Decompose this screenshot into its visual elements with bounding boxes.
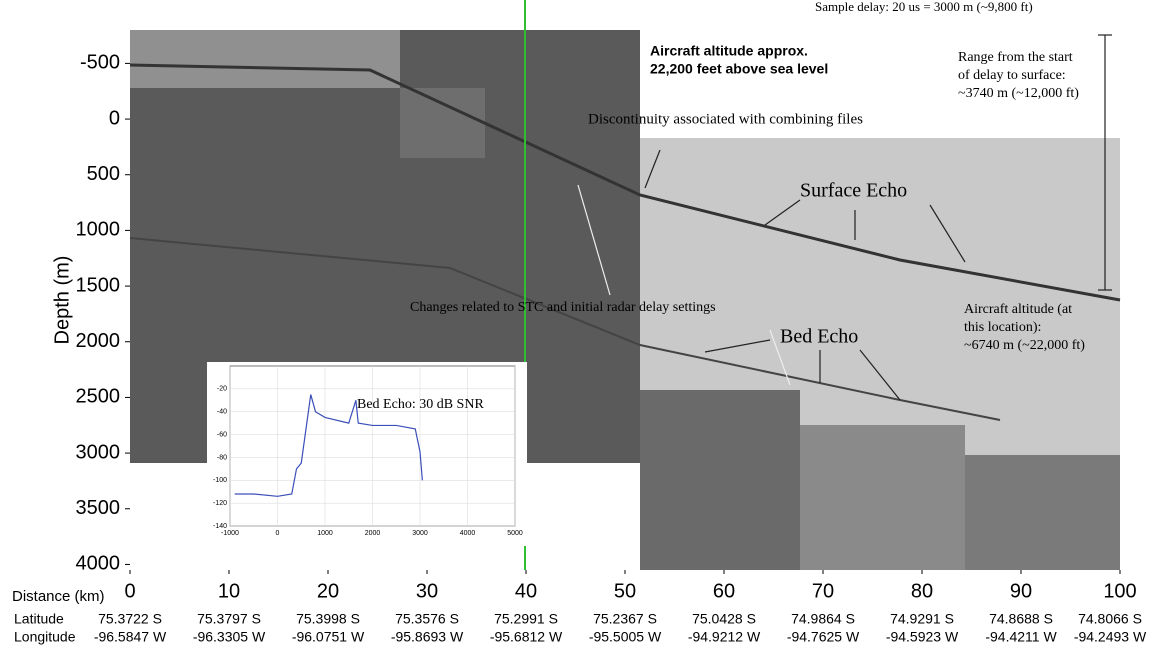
annotation: Range from the start (958, 50, 1073, 65)
inset-x-tick-label: 4000 (460, 530, 476, 537)
latitude: 74.8066 S (1078, 611, 1142, 627)
longitude: -95.8693 W (391, 629, 464, 645)
y-tick-label: -500 (80, 52, 120, 74)
longitude-label: Longitude (14, 629, 76, 645)
x-tick-label: 80 (911, 580, 933, 602)
y-axis-label: Depth (m) (51, 256, 73, 345)
inset-y-tick-label: -100 (213, 477, 227, 484)
annotation: Changes related to STC and initial radar… (410, 300, 716, 315)
inset-annotation: Bed Echo: 30 dB SNR (357, 397, 484, 412)
latitude: 75.2367 S (593, 611, 657, 627)
annotation: Aircraft altitude (at (964, 302, 1072, 317)
y-tick-label: 4000 (76, 553, 121, 575)
x-tick-label: 70 (812, 580, 834, 602)
x-tick-label: 40 (515, 580, 537, 602)
latitude: 75.3722 S (98, 611, 162, 627)
inset-y-tick-label: -140 (213, 523, 227, 530)
inset-x-tick-label: 5000 (507, 530, 523, 537)
longitude: -94.4211 W (985, 629, 1057, 645)
inset-x-tick-label: 1000 (317, 530, 333, 537)
latitude: 75.3576 S (395, 611, 459, 627)
annotation: 22,200 feet above sea level (650, 61, 828, 77)
inset-y-tick-label: -20 (217, 386, 227, 393)
inset-x-tick-label: -1000 (221, 530, 239, 537)
x-tick-label: 90 (1010, 580, 1032, 602)
latitude: 74.9291 S (890, 611, 954, 627)
latitude: 75.3797 S (197, 611, 261, 627)
inset-x-tick-label: 0 (276, 530, 280, 537)
annotation: Bed Echo (780, 326, 858, 348)
y-tick-label: 3500 (76, 497, 121, 519)
longitude: -94.9212 W (688, 629, 761, 645)
annotation: ~3740 m (~12,000 ft) (958, 86, 1079, 101)
x-tick-label: 30 (416, 580, 438, 602)
annotation: of delay to surface: (958, 68, 1066, 83)
inset-y-tick-label: -80 (217, 454, 227, 461)
longitude: -96.5847 W (94, 629, 167, 645)
longitude: -94.7625 W (787, 629, 860, 645)
longitude: -96.0751 W (292, 629, 365, 645)
latitude: 74.8688 S (989, 611, 1053, 627)
y-tick-label: 2500 (76, 386, 121, 408)
annotation: Sample delay: 20 us = 3000 m (~9,800 ft) (815, 0, 1033, 14)
x-tick-label: 100 (1103, 580, 1136, 602)
y-tick-label: 0 (109, 107, 120, 129)
x-tick-label: 20 (317, 580, 339, 602)
x-tick-label: 10 (218, 580, 240, 602)
arrows (577, 34, 1112, 401)
annotation: this location): (964, 320, 1041, 335)
x-tick-label: 0 (124, 580, 135, 602)
latitude: 75.0428 S (692, 611, 756, 627)
longitude: -96.3305 W (193, 629, 266, 645)
annotation: Discontinuity associated with combining … (588, 111, 863, 127)
latitude: 75.2991 S (494, 611, 558, 627)
annotation: Aircraft altitude approx. (650, 43, 808, 59)
y-tick-label: 1000 (76, 219, 121, 241)
inset-x-tick-label: 2000 (365, 530, 381, 537)
longitude: -94.5923 W (886, 629, 959, 645)
latitude: 74.9864 S (791, 611, 855, 627)
y-tick-label: 1500 (76, 274, 121, 296)
longitude: -95.5005 W (589, 629, 662, 645)
x-axis-label: Distance (km) (12, 588, 105, 605)
latitude-label: Latitude (14, 611, 64, 627)
y-tick-label: 3000 (76, 441, 121, 463)
inset-x-tick-label: 3000 (412, 530, 428, 537)
latitude: 75.3998 S (296, 611, 360, 627)
inset-y-tick-label: -40 (217, 409, 227, 416)
y-tick-label: 2000 (76, 330, 121, 352)
x-tick-label: 60 (713, 580, 735, 602)
inset-y-tick-label: -60 (217, 431, 227, 438)
y-tick-label: 500 (87, 163, 120, 185)
annotation: Surface Echo (800, 180, 907, 202)
longitude: -94.2493 W (1074, 629, 1147, 645)
inset-y-tick-label: -120 (213, 500, 227, 507)
inset-line (234, 394, 423, 497)
inset (207, 362, 527, 546)
annotation: ~6740 m (~22,000 ft) (964, 338, 1085, 353)
longitude: -95.6812 W (490, 629, 563, 645)
x-tick-label: 50 (614, 580, 636, 602)
plot-elements: -50005001000150020002500300035004000075.… (76, 0, 1147, 645)
